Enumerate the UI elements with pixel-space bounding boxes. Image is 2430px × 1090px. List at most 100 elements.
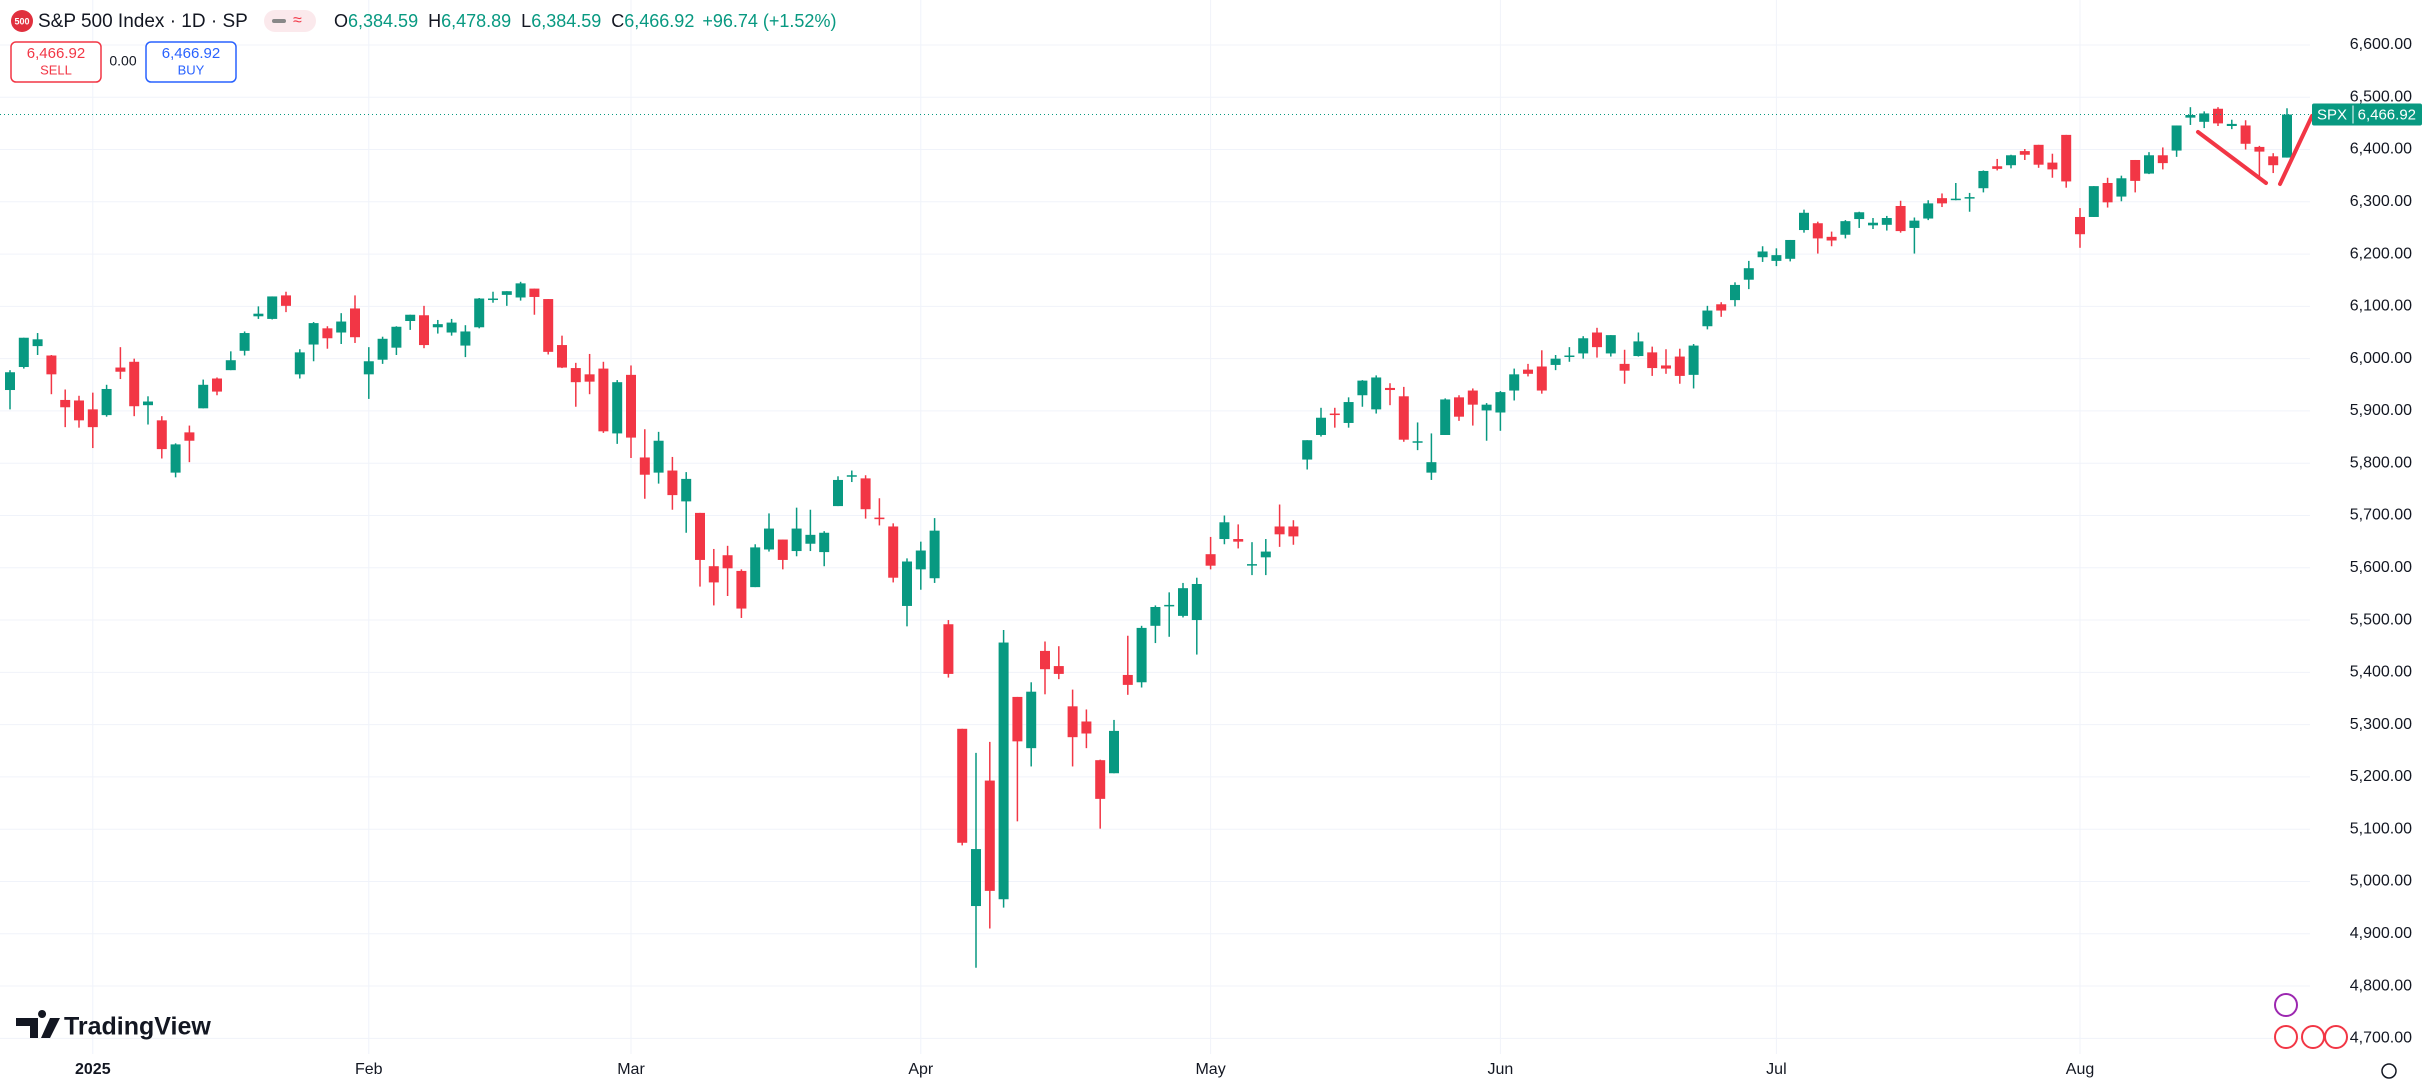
candle-body <box>943 624 954 674</box>
candle-body <box>87 409 98 428</box>
sell-button[interactable] <box>10 41 102 83</box>
y-tick-label: 5,000.00 <box>2350 873 2412 890</box>
candle-body <box>391 326 402 348</box>
buy-price: 6,466.92 <box>162 45 220 62</box>
candle-body <box>1840 221 1851 235</box>
candle-body <box>1178 588 1188 616</box>
candle-body <box>1785 239 1796 259</box>
event-icon[interactable] <box>2274 1025 2298 1049</box>
candle-body <box>2088 186 2099 217</box>
candle-body <box>957 728 968 843</box>
candle-body <box>115 367 126 372</box>
candle-body <box>1412 441 1423 443</box>
candle-body <box>888 526 899 578</box>
event-icon[interactable] <box>2301 1025 2325 1049</box>
y-tick-label: 5,200.00 <box>2350 768 2412 785</box>
candle-body <box>1978 170 1989 189</box>
candle-body <box>2116 178 2127 197</box>
candle-body <box>1247 564 1257 566</box>
status-pill[interactable] <box>264 10 316 32</box>
candle-body <box>2019 151 2030 155</box>
candle-body <box>446 322 457 333</box>
candle-body <box>874 517 885 520</box>
y-tick-label: 4,700.00 <box>2350 1030 2412 1047</box>
settings-icon[interactable] <box>2381 1063 2397 1079</box>
event-icon[interactable] <box>2274 993 2298 1017</box>
candle-body <box>598 368 609 432</box>
y-tick-label: 6,500.00 <box>2350 88 2412 105</box>
buy-button[interactable] <box>145 41 237 83</box>
y-tick-label: 5,100.00 <box>2350 820 2412 837</box>
candle-body <box>129 361 140 407</box>
candle-body <box>2268 156 2279 166</box>
ohlc-value: 6,478.89 <box>441 11 511 31</box>
candle-body <box>1012 696 1023 742</box>
candle-body <box>1067 706 1078 738</box>
candle-body <box>929 530 940 579</box>
candle-body <box>488 298 498 301</box>
candle-body <box>1868 222 1878 226</box>
change: +96.74 (+1.52%) <box>702 11 836 31</box>
candle-body <box>971 849 981 907</box>
candle-body <box>1426 462 1437 473</box>
symbol-badge[interactable] <box>11 10 33 32</box>
header: 500 S&P 500 Index · 1D · SP ≈ O6,384.59 H… <box>11 10 836 32</box>
candle-body <box>639 457 650 475</box>
candle-body <box>2006 155 2016 166</box>
candle-body <box>819 532 830 553</box>
y-tick-label: 4,800.00 <box>2350 977 2412 994</box>
ohlc-key: O <box>334 11 348 31</box>
sell-label: SELL <box>40 62 72 77</box>
candle-body <box>1992 166 2003 169</box>
candle-body <box>18 337 29 368</box>
candle-body <box>612 382 623 434</box>
candle-body <box>1385 387 1395 391</box>
candle-body <box>294 352 305 375</box>
symbol-title[interactable]: S&P 500 Index · 1D · SP <box>38 11 248 32</box>
candle-body <box>1164 604 1175 607</box>
candle-body <box>239 333 250 351</box>
candle-body <box>267 296 278 319</box>
candle-body <box>474 298 485 328</box>
candle-body <box>1619 363 1630 371</box>
candle-body <box>695 512 705 560</box>
candle-body <box>1950 198 1961 201</box>
event-icon[interactable] <box>2324 1025 2348 1049</box>
candle-body <box>405 314 416 322</box>
y-tick-label: 5,800.00 <box>2350 454 2412 471</box>
candle-body <box>1481 404 1492 411</box>
candle-body <box>1743 268 1754 280</box>
y-tick-label: 6,100.00 <box>2350 298 2412 315</box>
ohlc-value: 6,384.59 <box>348 11 418 31</box>
candle-body <box>846 475 857 477</box>
sell-price: 6,466.92 <box>27 45 85 62</box>
y-tick-label: 5,500.00 <box>2350 611 2412 628</box>
candle-body <box>1288 526 1299 537</box>
candle-body <box>1371 377 1382 410</box>
candle-body <box>681 478 692 502</box>
candle-body <box>308 323 319 345</box>
candle-body <box>1661 365 1671 369</box>
candle-body <box>225 360 236 371</box>
candle-body <box>2102 182 2113 203</box>
candle-body <box>860 478 871 510</box>
candle-body <box>1592 332 1602 348</box>
candle-body <box>543 299 554 352</box>
candle-body <box>584 374 595 382</box>
candle-body <box>363 361 374 375</box>
candle-body <box>1260 551 1271 558</box>
candle-body <box>1233 539 1244 542</box>
ohlc-key: L <box>521 11 531 31</box>
candle-body <box>1316 417 1326 435</box>
candle-body <box>377 338 388 360</box>
candle-body <box>432 324 443 328</box>
candle-body <box>253 313 264 317</box>
candle-body <box>1688 345 1699 375</box>
logo: TradingView <box>16 1010 211 1041</box>
candle-body <box>1302 440 1313 460</box>
candle-body <box>143 401 153 406</box>
candle-body <box>1495 392 1506 413</box>
candle-body <box>791 528 802 552</box>
candle-body <box>2047 162 2058 170</box>
